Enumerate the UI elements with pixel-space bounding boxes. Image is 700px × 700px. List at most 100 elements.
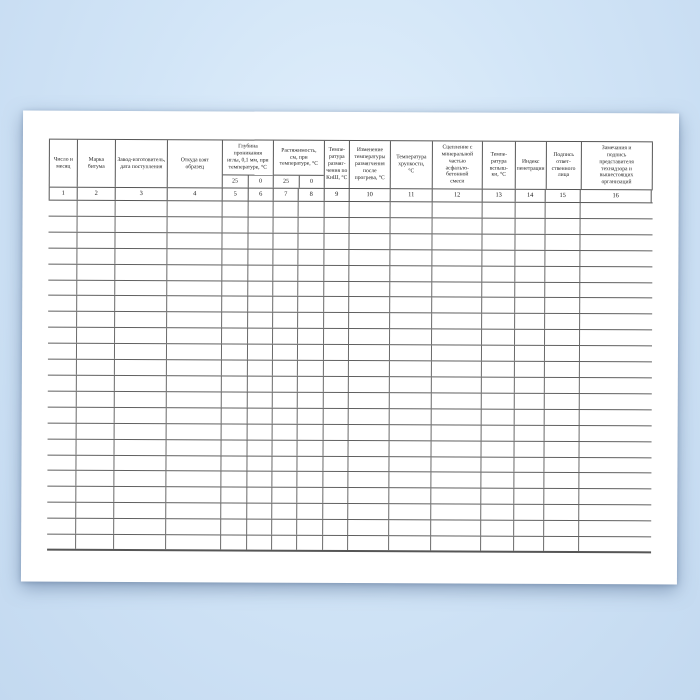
body-cell	[76, 471, 115, 487]
header-cell-penetration-index: Индекс пенетрации	[515, 141, 547, 189]
body-cell	[272, 519, 298, 535]
body-cell	[115, 280, 168, 296]
body-cell	[273, 217, 299, 233]
body-cell	[580, 362, 651, 377]
column-number-cell: 8	[298, 188, 325, 201]
body-cell	[77, 200, 116, 216]
body-cell	[48, 296, 78, 312]
body-cell	[77, 216, 116, 232]
body-cell	[481, 536, 515, 551]
body-cell	[514, 377, 545, 393]
body-cell	[515, 298, 546, 314]
body-cell	[515, 282, 546, 298]
body-cell	[323, 456, 349, 472]
column-number-cell: 1	[48, 187, 78, 200]
body-cell	[273, 281, 299, 297]
body-cell	[248, 249, 274, 265]
body-cell	[297, 488, 324, 504]
body-cell	[348, 520, 390, 536]
body-cell	[432, 265, 483, 282]
body-cell	[580, 314, 651, 329]
body-cell	[273, 297, 299, 313]
body-cell	[514, 473, 545, 489]
body-cell	[221, 535, 248, 550]
body-cell	[76, 423, 115, 439]
body-cell	[323, 392, 349, 408]
body-cell	[221, 455, 248, 471]
body-cell	[47, 375, 77, 391]
subheader-cell-25: 25	[273, 175, 300, 188]
body-cell	[348, 536, 390, 551]
body-cell	[297, 408, 324, 424]
header-group-needle-penetration: Глубина проникания иглы, 0,1 мм, при тем…	[222, 140, 274, 188]
body-cell	[76, 502, 115, 519]
header-cell-bitumen-grade: Марка битума	[77, 139, 116, 187]
column-number-cell: 11	[390, 189, 433, 202]
body-cell	[481, 441, 515, 457]
body-cell	[390, 265, 433, 281]
body-cell	[247, 471, 273, 487]
column-number-cell: 12	[432, 189, 483, 202]
subheader-cell-25: 25	[222, 175, 249, 188]
body-cell	[431, 345, 483, 361]
body-cell	[481, 377, 515, 393]
body-cell	[77, 296, 116, 312]
body-cell	[298, 329, 325, 345]
body-cell	[482, 218, 516, 234]
body-cell	[273, 249, 299, 265]
body-cell	[273, 312, 299, 329]
body-cell	[324, 233, 350, 249]
body-cell	[389, 408, 432, 425]
body-cell	[221, 360, 248, 376]
body-cell	[544, 361, 580, 378]
body-cell	[432, 218, 483, 234]
body-cell	[431, 393, 482, 409]
body-cell	[481, 361, 515, 377]
body-cell	[166, 423, 222, 440]
body-cell	[515, 314, 546, 330]
body-cell	[247, 503, 273, 519]
body-cell	[323, 408, 349, 424]
body-cell	[247, 424, 273, 440]
body-cell	[515, 234, 546, 250]
body-cell	[47, 502, 77, 518]
column-number-cell: 16	[580, 190, 652, 203]
body-cell	[115, 248, 168, 264]
body-cell	[247, 392, 273, 408]
body-cell	[114, 407, 167, 423]
body-cell	[166, 376, 222, 392]
body-cell	[115, 216, 168, 232]
body-cell	[115, 312, 168, 328]
body-cell	[272, 440, 298, 456]
body-cell	[48, 264, 78, 280]
body-cell	[580, 235, 651, 250]
body-cell	[297, 376, 324, 392]
body-cell	[324, 297, 350, 313]
body-cell	[166, 407, 222, 424]
body-cell	[166, 503, 222, 519]
body-cell	[390, 218, 433, 234]
body-cell	[515, 266, 546, 282]
body-cell	[580, 346, 651, 361]
body-cell	[221, 503, 248, 519]
body-cell	[389, 345, 433, 361]
column-number-cell: 3	[115, 187, 168, 201]
body-cell	[431, 425, 482, 441]
body-cell	[167, 248, 223, 265]
body-cell	[222, 280, 249, 296]
body-cell	[221, 487, 248, 503]
body-cell	[297, 472, 324, 488]
body-cell	[431, 504, 482, 520]
body-cell	[167, 280, 223, 296]
body-cell	[514, 504, 545, 521]
body-cell	[389, 377, 432, 393]
body-cell	[544, 393, 580, 409]
body-cell	[297, 360, 324, 376]
body-cell	[221, 376, 248, 392]
body-cell	[115, 296, 168, 312]
body-cell	[297, 424, 324, 440]
body-cell	[323, 535, 349, 550]
body-cell	[76, 487, 115, 503]
body-cell	[580, 298, 651, 313]
